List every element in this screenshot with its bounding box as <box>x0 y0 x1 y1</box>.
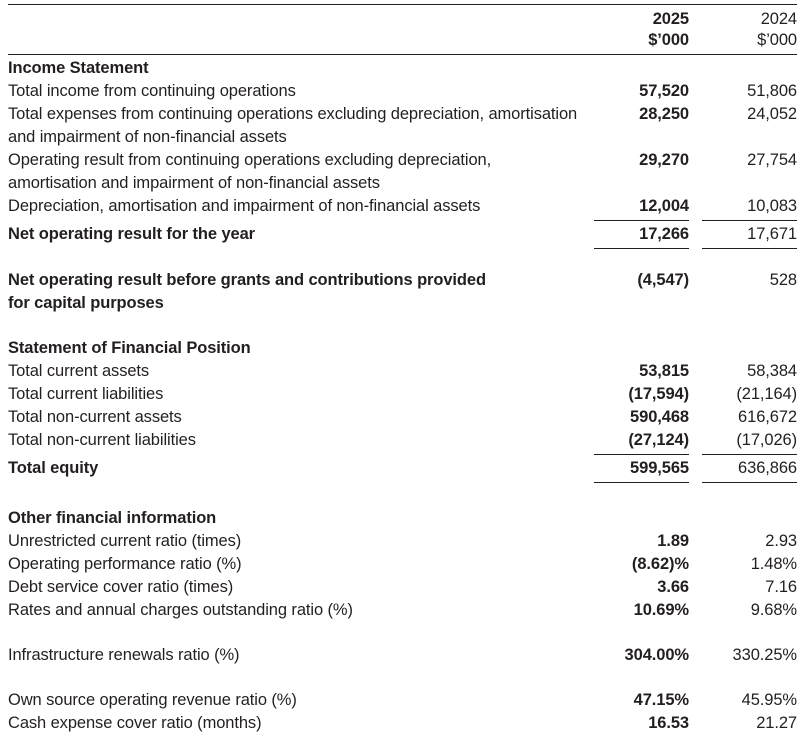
row-label: Cash expense cover ratio (months) <box>8 714 262 732</box>
table-row-noncurrent-assets: Total non-current assets 590,468 616,672 <box>8 406 797 429</box>
value-2025: 599,565 <box>594 457 689 483</box>
table-row-noncurrent-liabilities: Total non-current liabilities (27,124) (… <box>8 429 797 455</box>
value-2025: 53,815 <box>639 362 689 380</box>
value-2024: 1.48% <box>750 555 797 573</box>
value-2024: 528 <box>769 271 797 289</box>
row-label: Total income from continuing operations <box>8 82 296 100</box>
row-label: Total current liabilities <box>8 385 164 403</box>
section-title: Statement of Financial Position <box>8 339 251 357</box>
value-2025: 28,250 <box>639 105 689 123</box>
row-label: Total expenses from continuing operation… <box>8 105 578 146</box>
row-label: Depreciation, amortisation and impairmen… <box>8 197 481 215</box>
table-row-total-equity: Total equity 599,565 636,866 <box>8 455 797 483</box>
value-2025: (4,547) <box>637 271 689 289</box>
value-2024: 10,083 <box>702 195 797 221</box>
row-label: Operating performance ratio (%) <box>8 555 242 573</box>
table-row-debt-service: Debt service cover ratio (times) 3.66 7.… <box>8 576 797 599</box>
value-2025: (17,594) <box>628 385 689 403</box>
table-row-infrastructure-renewals: Infrastructure renewals ratio (%) 304.00… <box>8 644 797 667</box>
unit-2025-label: $’000 <box>648 31 689 49</box>
value-2024: (17,026) <box>702 429 797 455</box>
table-row-current-assets: Total current assets 53,815 58,384 <box>8 360 797 383</box>
section-heading-other-financial-information: Other financial information <box>8 505 797 530</box>
value-2025: 57,520 <box>639 82 689 100</box>
table-row-net-before-grants: Net operating result before grants and c… <box>8 269 797 315</box>
row-label: Total non-current assets <box>8 408 182 426</box>
value-2025: 590,468 <box>630 408 689 426</box>
value-2024: 9.68% <box>750 601 797 619</box>
row-label: Unrestricted current ratio (times) <box>8 532 242 550</box>
row-label: Total non-current liabilities <box>8 431 196 449</box>
table-row-total-expenses: Total expenses from continuing operation… <box>8 103 797 149</box>
table-row-total-income: Total income from continuing operations … <box>8 80 797 103</box>
table-row-rates-outstanding: Rates and annual charges outstanding rat… <box>8 599 797 622</box>
value-2025: (8.62)% <box>631 555 689 573</box>
year-2024-label: 2024 <box>760 10 797 28</box>
table-row-current-liabilities: Total current liabilities (17,594) (21,1… <box>8 383 797 406</box>
value-2025: 12,004 <box>594 195 689 221</box>
row-label: Own source operating revenue ratio (%) <box>8 691 297 709</box>
value-2024: 58,384 <box>747 362 797 380</box>
value-2024: 2.93 <box>765 532 797 550</box>
row-label: Total current assets <box>8 362 150 380</box>
value-2024: 616,672 <box>738 408 797 426</box>
value-2024: 21.27 <box>756 714 797 732</box>
value-2025: 29,270 <box>639 151 689 169</box>
value-2024: 7.16 <box>765 578 797 596</box>
value-2025: 10.69% <box>633 601 689 619</box>
value-2024: 27,754 <box>747 151 797 169</box>
row-label: Net operating result before grants and c… <box>8 271 486 312</box>
value-2024: 17,671 <box>702 223 797 249</box>
table-row-own-source: Own source operating revenue ratio (%) 4… <box>8 689 797 712</box>
year-2025-label: 2025 <box>652 10 689 28</box>
row-label: Operating result from continuing operati… <box>8 151 492 192</box>
row-label: Rates and annual charges outstanding rat… <box>8 601 353 619</box>
value-2024: (21,164) <box>736 385 797 403</box>
row-label: Net operating result for the year <box>8 225 256 243</box>
value-2025: 47.15% <box>633 691 689 709</box>
row-label: Infrastructure renewals ratio (%) <box>8 646 240 664</box>
value-2024: 45.95% <box>741 691 797 709</box>
section-heading-financial-position: Statement of Financial Position <box>8 335 797 360</box>
table-row-net-operating-result: Net operating result for the year 17,266… <box>8 221 797 249</box>
row-label: Total equity <box>8 459 99 477</box>
section-title: Income Statement <box>8 59 149 77</box>
value-2024: 51,806 <box>747 82 797 100</box>
value-2025: (27,124) <box>594 429 689 455</box>
value-2025: 3.66 <box>657 578 689 596</box>
value-2025: 304.00% <box>624 646 690 664</box>
table-row-cash-expense: Cash expense cover ratio (months) 16.53 … <box>8 712 797 735</box>
value-2025: 17,266 <box>594 223 689 249</box>
value-2025: 16.53 <box>648 714 689 732</box>
unit-2024-label: $’000 <box>757 31 797 49</box>
section-title: Other financial information <box>8 509 217 527</box>
column-header-2025: 2025 $’000 <box>594 9 689 51</box>
row-label: Debt service cover ratio (times) <box>8 578 234 596</box>
section-heading-income-statement: Income Statement <box>8 55 797 80</box>
table-row-depreciation: Depreciation, amortisation and impairmen… <box>8 195 797 221</box>
table-row-unrestricted-ratio: Unrestricted current ratio (times) 1.89 … <box>8 530 797 553</box>
value-2024: 636,866 <box>702 457 797 483</box>
column-header-2024: 2024 $’000 <box>702 9 797 51</box>
value-2024: 24,052 <box>747 105 797 123</box>
table-row-operating-performance: Operating performance ratio (%) (8.62)% … <box>8 553 797 576</box>
table-row-operating-result: Operating result from continuing operati… <box>8 149 797 195</box>
table-header-row: 2025 $’000 2024 $’000 <box>8 4 797 55</box>
value-2024: 330.25% <box>732 646 798 664</box>
value-2025: 1.89 <box>657 532 689 550</box>
